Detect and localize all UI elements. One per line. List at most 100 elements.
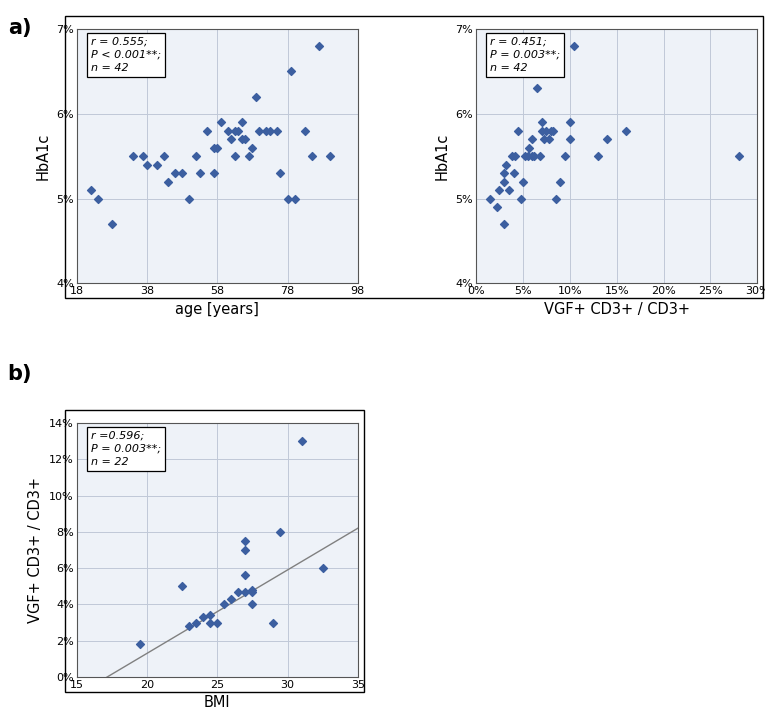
Point — [547, 125, 559, 137]
X-axis label: VGF+ CD3+ / CD3+: VGF+ CD3+ / CD3+ — [544, 301, 690, 317]
Point — [211, 617, 223, 628]
Point — [239, 586, 252, 598]
Point — [127, 151, 139, 162]
Point — [176, 580, 188, 592]
Point — [526, 151, 539, 162]
Point — [515, 193, 527, 205]
Point — [183, 620, 195, 632]
Point — [194, 167, 206, 179]
Point — [106, 218, 118, 230]
Point — [225, 133, 237, 145]
Point — [601, 133, 614, 145]
Point — [137, 151, 149, 162]
Point — [306, 151, 318, 162]
Point — [299, 125, 311, 137]
Point — [506, 151, 518, 162]
Point — [493, 184, 506, 196]
Point — [190, 151, 202, 162]
Point — [549, 193, 562, 205]
Point — [620, 125, 632, 137]
Point — [592, 151, 604, 162]
Point — [484, 193, 496, 205]
Point — [183, 193, 195, 205]
Point — [229, 151, 241, 162]
Point — [537, 133, 549, 145]
Point — [151, 159, 164, 170]
Text: a): a) — [8, 18, 31, 38]
Point — [204, 617, 216, 628]
Point — [200, 125, 213, 137]
Point — [295, 435, 308, 447]
Point — [564, 133, 576, 145]
Point — [141, 159, 153, 170]
Point — [246, 584, 259, 596]
Point — [211, 142, 223, 154]
Point — [190, 617, 202, 628]
Text: r =0.596;
P = 0.003**;
n = 22: r =0.596; P = 0.003**; n = 22 — [90, 430, 161, 467]
Point — [239, 544, 252, 555]
Point — [536, 116, 548, 128]
Point — [218, 598, 230, 610]
Point — [512, 125, 524, 137]
Point — [158, 151, 171, 162]
Point — [246, 586, 259, 598]
Point — [239, 535, 252, 547]
Point — [498, 175, 510, 187]
Point — [222, 125, 234, 137]
Point — [509, 151, 522, 162]
Point — [225, 593, 237, 605]
Point — [236, 116, 248, 128]
Point — [507, 167, 519, 179]
Point — [214, 116, 226, 128]
Point — [197, 612, 209, 623]
X-axis label: BMI: BMI — [203, 695, 230, 711]
Point — [500, 159, 512, 170]
Point — [526, 133, 539, 145]
Point — [169, 167, 181, 179]
Point — [519, 151, 531, 162]
Point — [555, 175, 567, 187]
Point — [285, 66, 297, 77]
Point — [275, 167, 287, 179]
Point — [134, 638, 146, 650]
Point — [503, 184, 515, 196]
Text: r = 0.451;
P = 0.003**;
n = 42: r = 0.451; P = 0.003**; n = 42 — [490, 36, 560, 73]
Y-axis label: VGF+ CD3+ / CD3+: VGF+ CD3+ / CD3+ — [28, 477, 44, 623]
Point — [253, 125, 265, 137]
Point — [271, 125, 283, 137]
Point — [517, 175, 529, 187]
Point — [162, 175, 174, 187]
Point — [267, 617, 279, 628]
Point — [568, 40, 581, 52]
Point — [249, 91, 262, 103]
Point — [317, 562, 329, 574]
Point — [264, 125, 276, 137]
Point — [236, 133, 248, 145]
Point — [531, 82, 543, 94]
Point — [534, 151, 546, 162]
Point — [559, 151, 571, 162]
Point — [84, 184, 96, 196]
Point — [204, 609, 216, 621]
Point — [564, 116, 576, 128]
Point — [260, 125, 272, 137]
Point — [490, 201, 503, 213]
Point — [246, 598, 259, 610]
Point — [522, 142, 535, 154]
Point — [246, 142, 259, 154]
Point — [522, 151, 534, 162]
Point — [92, 193, 104, 205]
Point — [282, 193, 294, 205]
Point — [543, 133, 555, 145]
Point — [232, 586, 244, 598]
Point — [540, 125, 552, 137]
Point — [313, 40, 325, 52]
Point — [732, 151, 744, 162]
Point — [239, 569, 252, 581]
Point — [239, 133, 252, 145]
Point — [176, 167, 188, 179]
Text: b): b) — [8, 364, 32, 384]
Point — [275, 526, 287, 538]
Point — [288, 193, 301, 205]
Y-axis label: HbA1c: HbA1c — [35, 132, 50, 180]
